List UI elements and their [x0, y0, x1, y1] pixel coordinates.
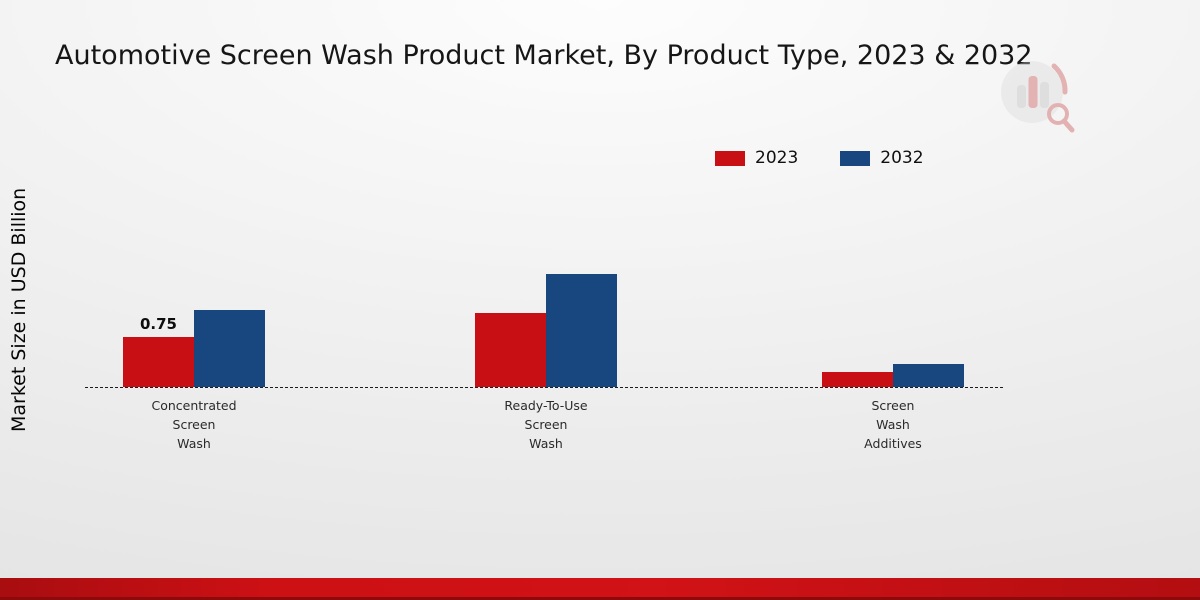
category-label-1: Concentrated Screen Wash — [151, 398, 237, 451]
legend-item-2032: 2032 — [840, 148, 924, 168]
bar-2032-category-3 — [893, 364, 964, 387]
chart-title: Automotive Screen Wash Product Market, B… — [55, 40, 1033, 71]
bar-2032-category-2 — [546, 274, 617, 387]
bar-group-2 — [475, 274, 617, 387]
bar-2032-category-1 — [194, 310, 265, 387]
x-axis-baseline — [85, 387, 1003, 388]
bar-group-1 — [123, 310, 265, 387]
bar-2023-category-2 — [475, 313, 546, 387]
bar-group-3 — [822, 364, 964, 387]
category-label-3: Screen Wash Additives — [864, 398, 922, 451]
legend-swatch-2032-icon — [840, 150, 871, 166]
legend-item-2023: 2023 — [715, 148, 798, 168]
legend-label-2023: 2023 — [755, 148, 799, 168]
data-label-2023-category-1: 0.75 — [139, 315, 177, 333]
legend-label-2032: 2032 — [880, 148, 924, 168]
bar-2023-category-1 — [123, 337, 194, 387]
brand-logo-icon — [990, 52, 1082, 138]
footer-accent-band — [0, 578, 1200, 600]
legend: 2023 2032 — [715, 148, 924, 168]
bar-2023-category-3 — [822, 372, 893, 387]
legend-swatch-2023-icon — [715, 150, 745, 166]
category-label-2: Ready-To-Use Screen Wash — [504, 398, 588, 451]
